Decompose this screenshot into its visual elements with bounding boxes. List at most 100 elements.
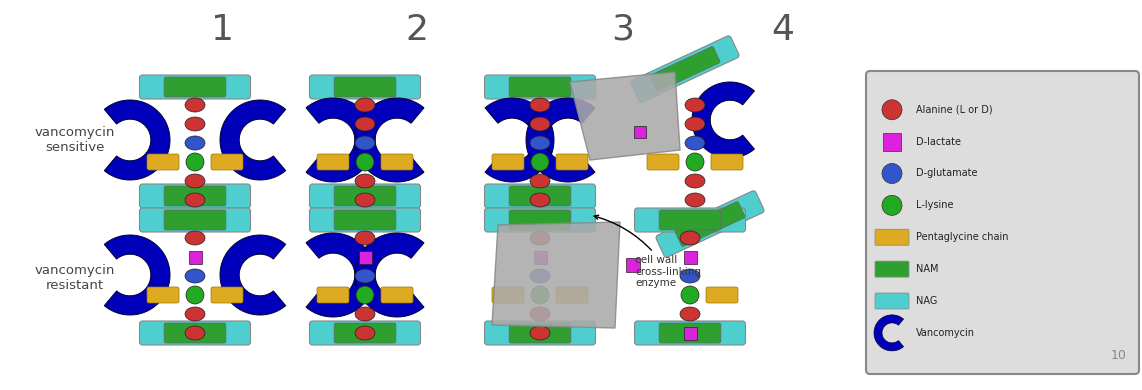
FancyBboxPatch shape (648, 154, 679, 170)
FancyBboxPatch shape (147, 287, 179, 303)
Circle shape (531, 153, 549, 171)
FancyBboxPatch shape (656, 191, 764, 257)
Polygon shape (355, 98, 424, 182)
FancyBboxPatch shape (335, 323, 396, 343)
FancyBboxPatch shape (492, 154, 524, 170)
FancyBboxPatch shape (211, 154, 243, 170)
Text: Alanine (L or D): Alanine (L or D) (916, 105, 992, 115)
Ellipse shape (530, 98, 550, 112)
Ellipse shape (185, 269, 206, 283)
FancyBboxPatch shape (650, 47, 719, 91)
Text: 2: 2 (405, 13, 428, 47)
FancyBboxPatch shape (164, 186, 226, 206)
Circle shape (882, 163, 902, 184)
FancyBboxPatch shape (139, 208, 250, 232)
Text: 10: 10 (1111, 349, 1127, 362)
FancyBboxPatch shape (164, 210, 226, 230)
Ellipse shape (530, 117, 550, 131)
Polygon shape (492, 222, 620, 328)
FancyBboxPatch shape (711, 154, 743, 170)
Text: 1: 1 (211, 13, 234, 47)
Text: 4: 4 (771, 13, 794, 47)
Polygon shape (104, 100, 170, 180)
Circle shape (531, 286, 549, 304)
Text: 3: 3 (611, 13, 634, 47)
FancyBboxPatch shape (484, 75, 595, 99)
FancyBboxPatch shape (509, 77, 571, 97)
Ellipse shape (185, 136, 206, 150)
FancyBboxPatch shape (139, 184, 250, 208)
FancyBboxPatch shape (484, 321, 595, 345)
FancyBboxPatch shape (556, 287, 588, 303)
Polygon shape (874, 315, 903, 351)
FancyBboxPatch shape (492, 287, 524, 303)
Ellipse shape (185, 231, 206, 245)
FancyBboxPatch shape (381, 154, 413, 170)
Ellipse shape (185, 326, 206, 340)
Polygon shape (485, 98, 554, 182)
Text: cell wall
cross-linking
enzyme: cell wall cross-linking enzyme (594, 215, 701, 288)
Ellipse shape (530, 307, 550, 321)
Ellipse shape (530, 136, 550, 150)
Text: Vancomycin: Vancomycin (916, 328, 975, 338)
Ellipse shape (355, 174, 375, 188)
Text: L-lysine: L-lysine (916, 200, 954, 210)
FancyBboxPatch shape (630, 36, 739, 102)
FancyBboxPatch shape (309, 321, 420, 345)
FancyBboxPatch shape (317, 287, 349, 303)
Ellipse shape (530, 174, 550, 188)
Ellipse shape (185, 193, 206, 207)
Ellipse shape (685, 174, 705, 188)
FancyBboxPatch shape (335, 77, 396, 97)
Circle shape (356, 286, 373, 304)
Ellipse shape (355, 98, 375, 112)
Text: vancomycin
sensitive: vancomycin sensitive (34, 126, 115, 154)
Polygon shape (306, 233, 375, 317)
FancyBboxPatch shape (875, 293, 909, 309)
FancyBboxPatch shape (875, 229, 909, 245)
FancyBboxPatch shape (659, 210, 721, 230)
FancyBboxPatch shape (164, 323, 226, 343)
Polygon shape (570, 72, 679, 160)
Polygon shape (692, 82, 755, 158)
Text: D-lactate: D-lactate (916, 136, 962, 147)
FancyBboxPatch shape (875, 261, 909, 277)
Ellipse shape (530, 326, 550, 340)
Ellipse shape (355, 193, 375, 207)
Circle shape (186, 153, 204, 171)
Text: NAG: NAG (916, 296, 938, 306)
Bar (634, 126, 646, 138)
Text: Pentaglycine chain: Pentaglycine chain (916, 232, 1008, 242)
FancyBboxPatch shape (381, 287, 413, 303)
FancyBboxPatch shape (164, 77, 226, 97)
Ellipse shape (355, 117, 375, 131)
Polygon shape (104, 235, 170, 315)
Polygon shape (355, 233, 424, 317)
Ellipse shape (185, 307, 206, 321)
Ellipse shape (185, 174, 206, 188)
Bar (684, 326, 697, 340)
FancyBboxPatch shape (309, 184, 420, 208)
Circle shape (882, 195, 902, 215)
Circle shape (186, 286, 204, 304)
Bar (883, 133, 901, 151)
FancyBboxPatch shape (484, 184, 595, 208)
Bar (626, 258, 640, 272)
Polygon shape (220, 100, 286, 180)
FancyBboxPatch shape (309, 208, 420, 232)
Polygon shape (306, 98, 375, 182)
FancyBboxPatch shape (706, 287, 738, 303)
FancyBboxPatch shape (139, 321, 250, 345)
Ellipse shape (679, 307, 700, 321)
FancyBboxPatch shape (335, 186, 396, 206)
Polygon shape (220, 235, 286, 315)
Text: D-glutamate: D-glutamate (916, 168, 978, 179)
FancyBboxPatch shape (866, 71, 1139, 374)
Ellipse shape (530, 269, 550, 283)
Ellipse shape (679, 231, 700, 245)
Circle shape (356, 153, 373, 171)
Bar (533, 250, 547, 264)
Ellipse shape (530, 231, 550, 245)
FancyBboxPatch shape (509, 210, 571, 230)
Circle shape (882, 100, 902, 120)
